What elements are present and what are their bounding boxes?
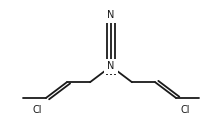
- Text: Cl: Cl: [180, 105, 190, 115]
- Text: Cl: Cl: [32, 105, 42, 115]
- Text: N: N: [107, 10, 115, 20]
- Text: N: N: [107, 61, 115, 71]
